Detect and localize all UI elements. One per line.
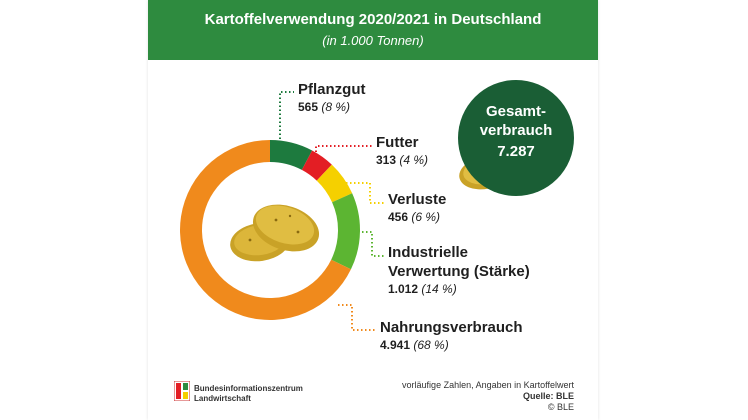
slice-name-line1: Industrielle: [388, 244, 469, 261]
donut-slice-1: [301, 150, 332, 181]
total-label-line2: verbrauch: [479, 122, 553, 139]
potato-illustration: [230, 204, 320, 262]
chart-subtitle: (in 1.000 Tonnen): [322, 33, 424, 48]
slice-percent: (6 %): [411, 210, 441, 224]
donut-slice-2: [316, 164, 353, 203]
slice-percent: (4 %): [399, 153, 429, 167]
slice-percent: (14 %): [421, 282, 457, 296]
slice-value: 565: [298, 100, 319, 114]
label-futter: Futter 313 (4 %): [376, 133, 428, 169]
slice-value: 1.012: [388, 282, 419, 296]
slice-percent: (8 %): [321, 100, 351, 114]
slice-name-line2: Verwertung (Stärke): [388, 263, 530, 280]
total-value: 7.287: [497, 143, 535, 160]
label-verluste: Verluste 456 (6 %): [388, 190, 446, 226]
logo-line1: Bundesinformationszentrum: [194, 384, 303, 393]
donut-slice-3: [331, 193, 360, 270]
footnote: vorläufige Zahlen, Angaben in Kartoffelw…: [402, 380, 574, 390]
slice-value: 313: [376, 153, 397, 167]
header-banner: Kartoffelverwendung 2020/2021 in Deutsch…: [148, 0, 598, 60]
slice-percent: (68 %): [413, 338, 449, 352]
logo-line2: Landwirtschaft: [194, 394, 251, 403]
source-label: Quelle: BLE: [522, 391, 574, 401]
leader-line-1: [315, 145, 372, 160]
label-industrielle-verwertung: Industrielle Verwertung (Stärke) 1.012 (…: [388, 243, 530, 298]
slice-value: 456: [388, 210, 409, 224]
footer-notes: vorläufige Zahlen, Angaben in Kartoffelw…: [402, 380, 574, 413]
ble-logo-icon: [174, 381, 190, 401]
donut-chart: [180, 91, 511, 331]
chart-title: Kartoffelverwendung 2020/2021 in Deutsch…: [204, 11, 542, 28]
infographic-card: Kartoffelverwendung 2020/2021 in Deutsch…: [148, 0, 598, 420]
leader-line-2: [346, 182, 384, 204]
leader-line-0: [279, 91, 294, 139]
slice-name: Pflanzgut: [298, 81, 366, 98]
slice-name: Verluste: [388, 191, 447, 208]
slice-name: Nahrungsverbrauch: [380, 319, 523, 336]
label-pflanzgut: Pflanzgut 565 (8 %): [298, 80, 366, 116]
ble-logo-text: Bundesinformationszentrum Landwirtschaft: [194, 384, 303, 404]
slice-value: 4.941: [380, 338, 411, 352]
slice-name: Futter: [376, 134, 419, 151]
total-label-line1: Gesamt-: [485, 103, 547, 120]
donut-slice-0: [270, 140, 313, 170]
total-consumption-badge: Gesamt- verbrauch 7.287: [458, 80, 574, 196]
leader-line-3: [358, 231, 384, 257]
copyright-label: © BLE: [547, 402, 574, 412]
leader-line-4: [338, 304, 376, 331]
label-nahrungsverbrauch: Nahrungsverbrauch 4.941 (68 %): [380, 318, 523, 354]
